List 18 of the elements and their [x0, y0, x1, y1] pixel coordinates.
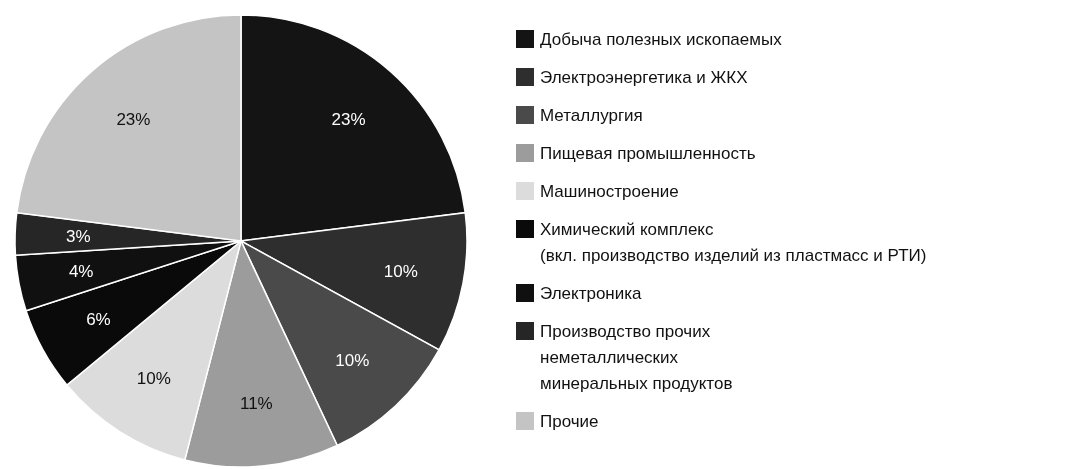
data-label: 10% [136, 369, 171, 389]
data-label: 10% [335, 350, 370, 370]
data-label: 3% [66, 226, 91, 246]
legend-label: Пищевая промышленность [540, 144, 756, 163]
data-label: 23% [116, 109, 151, 129]
legend-label: Добыча полезных ископаемых [540, 30, 783, 49]
data-label: 11% [239, 393, 273, 413]
data-label: 6% [86, 310, 111, 330]
legend-label: Производство прочих неметаллических минеральных продуктов [540, 322, 733, 393]
legend-label: Электроника [540, 284, 643, 303]
legend-label: Электроэнергетика и ЖКХ [540, 68, 748, 87]
legend-label: Прочие [540, 412, 599, 431]
data-label: 10% [383, 262, 418, 282]
data-label: 23% [331, 109, 366, 129]
legend-label: Металлургия [540, 106, 643, 125]
legend-label: Химический комплекс (вкл. производство изделий из пластмасс и РТИ) [540, 220, 927, 265]
data-label: 4% [68, 262, 94, 282]
legend-label: Машиностроение [540, 182, 679, 201]
